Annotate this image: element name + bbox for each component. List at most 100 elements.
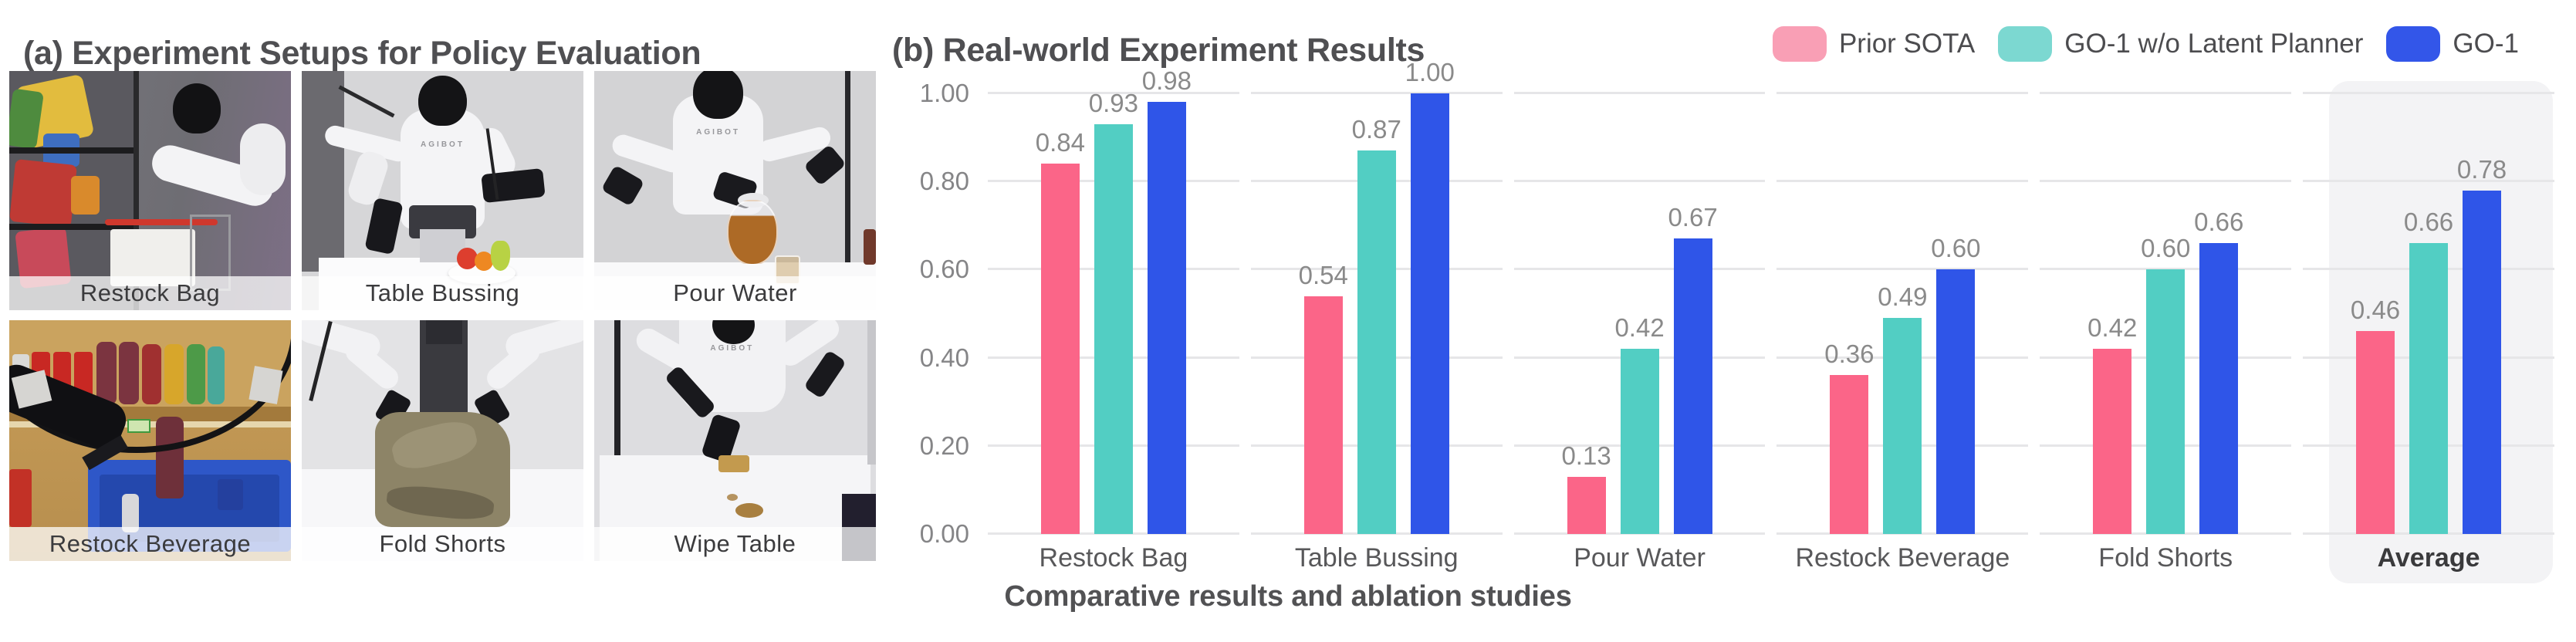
photo-caption: Pour Water	[594, 276, 876, 310]
legend-swatch-prior-sota	[1772, 26, 1827, 62]
y-axis-tick-label: 0.40	[919, 343, 969, 372]
bar-go-1: 0.78	[2457, 155, 2507, 534]
snack-bag-red	[9, 158, 77, 228]
category-label: Pour Water	[1574, 543, 1706, 573]
gridline	[2040, 268, 2292, 271]
category-label: Table Bussing	[1294, 543, 1459, 573]
robot-right-gripper	[803, 350, 847, 400]
gridline	[2303, 92, 2554, 94]
photo-image	[302, 320, 583, 561]
y-axis: 0.00 0.20 0.40 0.60 0.80 1.00	[863, 80, 969, 547]
fruit-pear	[490, 241, 511, 271]
wall-panel	[302, 71, 344, 272]
y-axis-tick-label: 0.00	[919, 519, 969, 548]
legend-label-go1-wo-latent-planner: GO-1 w/o Latent Planner	[2064, 29, 2364, 59]
tea-kettle	[726, 200, 778, 265]
photo-fold-shorts: Fold Shorts	[302, 320, 583, 561]
category-label: Restock Bag	[1039, 543, 1188, 573]
bar-go-1: 0.98	[1142, 66, 1192, 534]
gridline	[1776, 180, 2029, 183]
cable-arc	[9, 320, 291, 453]
facet-pour-water: 0.13 0.42 0.67 Pour Water	[1513, 92, 1766, 573]
chart-legend: Prior SOTA GO-1 w/o Latent Planner GO-1	[1772, 26, 2519, 62]
robot-head	[172, 83, 221, 133]
bar-go-1-w-o-latent-planner: 0.87	[1352, 115, 1401, 534]
robot-chest-logo: AGIBOT	[710, 344, 755, 353]
y-axis-tick-label: 1.00	[919, 79, 969, 107]
cart-rail	[105, 219, 218, 225]
stain	[735, 503, 763, 518]
photo-caption: Fold Shorts	[302, 527, 583, 561]
bar-value-label: 0.42	[2088, 313, 2138, 343]
bar-group: 0.84 0.93 0.98	[988, 66, 1239, 534]
category-label: Average	[2377, 543, 2480, 573]
can-red-bottom	[9, 469, 32, 528]
legend-item-go1-wo-latent-planner: GO-1 w/o Latent Planner	[1998, 26, 2363, 62]
bar-value-label: 0.49	[1878, 282, 1928, 312]
fruit-orange	[475, 252, 494, 271]
bar-prior-sota: 0.36	[1824, 340, 1875, 534]
photo-grid: Restock Bag AGIBOT	[9, 71, 876, 561]
can-in-crate	[218, 478, 243, 511]
gridline	[1513, 268, 1766, 271]
stain-small	[726, 493, 739, 501]
facet-table-bussing: 0.54 0.87 1.00 Table Bussing	[1250, 58, 1503, 573]
legend-label-prior-sota: Prior SOTA	[1838, 29, 1976, 59]
photo-restock-bag: Restock Bag	[9, 71, 291, 310]
facet-fold-shorts: 0.42 0.60 0.66 Fold Shorts	[2040, 92, 2292, 573]
bar-group: 0.42 0.60 0.66	[2040, 93, 2291, 534]
bar-value-label: 0.42	[1614, 313, 1665, 343]
facet-average: 0.46 0.66 0.78 Average	[2303, 81, 2554, 583]
gridline	[1513, 92, 1766, 94]
bar-prior-sota: 0.84	[1036, 128, 1085, 534]
bar-prior-sota: 0.54	[1299, 261, 1348, 534]
setups-panel-title: (a) Experiment Setups for Policy Evaluat…	[23, 34, 701, 72]
bar-group: 0.54 0.87 1.00	[1251, 58, 1503, 534]
bar-value-label: 0.78	[2456, 154, 2507, 184]
bar-go-1: 0.66	[2194, 208, 2243, 534]
photo-pour-water: AGIBOT Pour Water	[594, 71, 876, 310]
bar-go-1-w-o-latent-planner: 0.60	[2141, 234, 2190, 534]
bottle	[863, 228, 876, 265]
gridline	[2303, 180, 2554, 183]
robot-left-gripper	[363, 198, 403, 255]
bar-go-1-w-o-latent-planner: 0.66	[2404, 208, 2453, 534]
figure-caption: Comparative results and ablation studies	[1004, 580, 1572, 613]
bar-go-1: 1.00	[1405, 58, 1455, 534]
facet-restock-bag: 0.84 0.93 0.98 Restock Bag	[988, 66, 1239, 573]
gridline	[2040, 92, 2292, 94]
bar-value-label: 0.46	[2350, 296, 2401, 325]
stand-pole	[614, 320, 620, 470]
gridline	[988, 92, 1239, 94]
bar-value-label: 0.87	[1351, 115, 1401, 144]
rack-bar-top	[9, 147, 134, 154]
gridline	[1776, 92, 2029, 94]
lamp-arm	[338, 85, 395, 118]
bar-value-label: 1.00	[1405, 58, 1455, 86]
bar-value-label: 0.66	[2403, 208, 2454, 237]
snack-bag-orange	[71, 176, 100, 215]
wall-edge	[867, 320, 876, 465]
photo-image	[9, 320, 291, 561]
bar-value-label: 0.60	[1931, 234, 1981, 263]
bar-value-label: 0.93	[1088, 88, 1139, 117]
small-bottle-in-crate	[122, 493, 139, 532]
robot-head	[692, 71, 744, 119]
stand-pole	[844, 71, 851, 262]
bar-value-label: 0.66	[2194, 208, 2244, 237]
y-axis-tick-label: 0.80	[919, 167, 969, 196]
bar-value-label: 0.13	[1561, 441, 1611, 470]
bar-value-label: 0.67	[1668, 203, 1718, 232]
bar-value-label: 0.54	[1298, 260, 1348, 289]
rack-post	[133, 71, 139, 310]
robot-shoulder	[240, 123, 286, 196]
results-panel-title: (b) Real-world Experiment Results	[892, 31, 1425, 69]
bar-value-label: 0.60	[2141, 234, 2191, 263]
legend-item-go1: GO-1	[2386, 26, 2519, 62]
robot-right-gripper	[480, 168, 546, 204]
photo-image: AGIBOT	[302, 71, 583, 310]
photo-image: AGIBOT	[594, 320, 876, 561]
bar-go-1-w-o-latent-planner: 0.42	[1614, 313, 1665, 534]
white-card-right	[248, 366, 282, 404]
